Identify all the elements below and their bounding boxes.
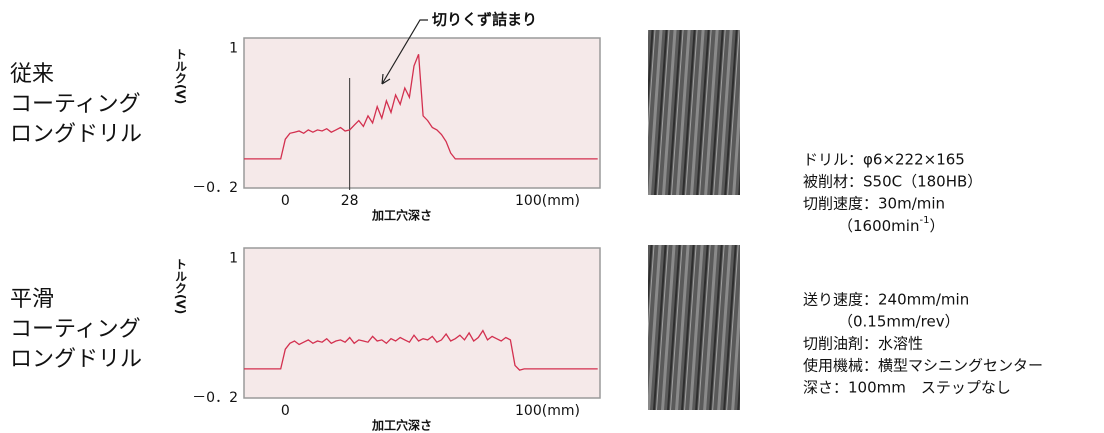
- drill-name: ロングドリル: [10, 347, 142, 372]
- y-axis-label: トルク(V): [174, 258, 188, 314]
- spec-sup: -1: [919, 215, 929, 226]
- annotation: 切りくず詰まり: [432, 11, 537, 29]
- x-tick-label: 100(mm): [515, 403, 580, 419]
- y-tick-label: 1: [229, 40, 238, 56]
- surface-photo: [648, 245, 740, 410]
- y-axis-label: トルク(V): [174, 48, 188, 104]
- spec-line: （1600min-1）: [838, 215, 944, 235]
- spec-line: 使用機械：横型マシニングセンター: [803, 357, 1043, 375]
- plot-area: [243, 37, 601, 189]
- annotation-arrow: [381, 19, 428, 85]
- spec-line: 被削材：S50C（180HB）: [803, 173, 982, 191]
- x-tick-label: 0: [281, 193, 290, 209]
- spec-text: ）: [929, 217, 944, 235]
- y-tick-label: 1: [229, 250, 238, 266]
- y-tick-label: －0．2: [192, 180, 238, 196]
- spec-text: （1600min: [838, 217, 919, 235]
- torque-line: [244, 54, 598, 160]
- x-axis-label: 加工穴深さ: [371, 208, 432, 223]
- spec-line: 深さ：100mm ステップなし: [803, 379, 1011, 397]
- spec-line: 切削油剤：水溶性: [803, 335, 923, 353]
- spec-line: 送り速度：240mm/min: [803, 291, 969, 309]
- surface-photo: [648, 30, 740, 195]
- plot-area: [243, 247, 601, 399]
- x-tick-label: 0: [281, 403, 290, 419]
- drill-name: コーティング: [10, 317, 141, 342]
- spec-line: 切削速度：30m/min: [803, 195, 945, 213]
- spec-line: ドリル：φ6×222×165: [803, 151, 965, 169]
- drill-name: 平滑: [10, 287, 54, 312]
- x-tick-label: 100(mm): [515, 193, 580, 209]
- x-tick-label: 28: [341, 193, 359, 209]
- x-axis-label: 加工穴深さ: [371, 418, 432, 433]
- drill-name: コーティング: [10, 92, 141, 117]
- torque-line: [244, 329, 598, 371]
- y-tick-label: －0．2: [192, 390, 238, 406]
- spec-line: （0.15mm/rev）: [838, 313, 960, 331]
- drill-name: 従来: [10, 62, 54, 87]
- drill-name: ロングドリル: [10, 122, 142, 147]
